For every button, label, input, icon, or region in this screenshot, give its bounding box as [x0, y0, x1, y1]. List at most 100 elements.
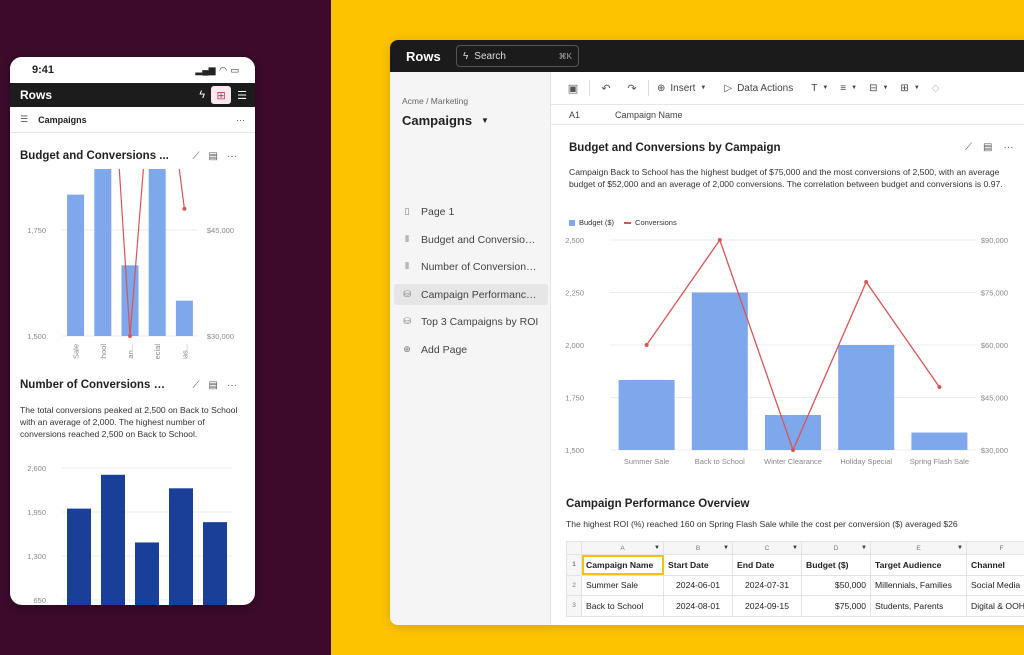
x-tick-label: Spring Flas... — [180, 344, 189, 359]
comment-icon[interactable]: ▤ — [208, 151, 218, 162]
row-number[interactable]: 2 — [566, 574, 582, 596]
corner-cell[interactable] — [566, 541, 582, 555]
border-button[interactable]: ⊞ ▼ — [900, 83, 919, 94]
table-title[interactable]: Campaign Performance Overview — [566, 498, 750, 510]
row-number[interactable]: 1 — [566, 554, 582, 576]
x-tick-label: Summer Sale — [72, 344, 81, 359]
status-time: 9:41 — [32, 64, 55, 76]
chart-title[interactable]: Budget and Conversions by Campaign — [569, 142, 781, 154]
header-cell[interactable]: End Date — [732, 554, 802, 576]
format-button[interactable]: ⊟ ▼ — [869, 83, 888, 94]
breadcrumb[interactable]: Acme / Marketing — [402, 96, 469, 106]
formula-bar[interactable]: A1 Campaign Name — [551, 105, 1024, 125]
undo-icon[interactable]: ↶ — [601, 82, 611, 95]
column-header-f[interactable]: F — [966, 541, 1024, 555]
header-cell[interactable]: Channel — [966, 554, 1024, 576]
table-cell[interactable]: $75,000 — [801, 595, 871, 617]
chart-description: Campaign Back to School has the highest … — [569, 167, 1003, 189]
bar — [135, 542, 159, 605]
page-icon: ▯ — [404, 206, 410, 216]
search-label: Search — [474, 50, 506, 62]
header-cell[interactable]: Campaign Name — [581, 554, 664, 576]
bar — [911, 432, 968, 450]
y-right-tick-label: $45,000 — [981, 394, 1008, 403]
gift-icon[interactable]: ⊞ — [211, 86, 232, 104]
column-header-b[interactable]: B ▼ — [663, 541, 733, 555]
insert-button[interactable]: ⊕ Insert ▼ — [657, 83, 706, 94]
header-cell[interactable]: Start Date — [663, 554, 733, 576]
header-cell[interactable]: Budget ($) — [801, 554, 871, 576]
bar — [691, 292, 748, 450]
table-cell[interactable]: Summer Sale — [581, 574, 664, 596]
data-actions-button[interactable]: ▷ Data Actions — [724, 83, 793, 94]
mobile-chart2-title[interactable]: Number of Conversions b... — [20, 379, 170, 391]
sidebar-item-performance-overview[interactable]: ⛁ Campaign Performance Overview — [394, 284, 548, 305]
search-input[interactable]: ϟ Search ⌘K — [456, 45, 579, 67]
chevron-down-icon[interactable]: ▼ — [481, 116, 489, 125]
table-cell[interactable]: 2024-06-01 — [663, 574, 733, 596]
sidebar-item-budget-chart[interactable]: ⫴ Budget and Conversions by Campaign — [394, 229, 548, 250]
text-format-button[interactable]: T ▼ — [811, 83, 828, 94]
column-header-e[interactable]: E ▼ — [870, 541, 967, 555]
chevron-down-icon: ▼ — [882, 85, 889, 91]
more-options-icon[interactable]: ··· — [227, 380, 237, 391]
more-options-icon[interactable]: ··· — [227, 151, 237, 162]
table-cell[interactable]: Digital & OOH — [966, 595, 1024, 617]
sidebar-toggle-icon[interactable]: ▣ — [567, 82, 579, 95]
page-title[interactable]: Campaigns — [402, 113, 473, 128]
mobile-chart1-title[interactable]: Budget and Conversions ... — [20, 150, 169, 162]
y-left-tick-label: 1,500 — [27, 332, 46, 341]
table-icon: ⛁ — [403, 289, 411, 299]
x-tick-label: Winter Clearance — [764, 457, 822, 466]
y-tick-label: 650 — [33, 596, 46, 605]
y-right-tick-label: $30,000 — [981, 446, 1008, 455]
table-cell[interactable]: $50,000 — [801, 574, 871, 596]
table-row: 2 Summer Sale 2024-06-01 2024-07-31 $50,… — [566, 574, 1024, 596]
chart-type-icon[interactable]: ⟋ — [192, 151, 200, 162]
battery-icon: ▭ — [230, 64, 239, 75]
table-icon: ⛁ — [403, 316, 411, 326]
sidebar-item-top-campaigns[interactable]: ⛁ Top 3 Campaigns by ROI — [394, 311, 548, 332]
row-number[interactable]: 3 — [566, 595, 582, 617]
cell-reference[interactable]: A1 — [569, 109, 581, 120]
format-icon: ⊟ — [869, 82, 878, 94]
status-bar: 9:41 ▂▄▆ ◠ ▭ — [10, 57, 255, 83]
table-description: The highest ROI (%) reached 160 on Sprin… — [566, 519, 958, 529]
bar — [175, 300, 193, 336]
table-cell[interactable]: 2024-09-15 — [732, 595, 802, 617]
align-button[interactable]: ≡ ▼ — [840, 83, 857, 94]
sidebar-item-label: Budget and Conversions by Campaign — [421, 233, 541, 246]
sidebar-toggle-icon[interactable]: ☰ — [20, 114, 29, 124]
chart-type-icon[interactable]: ⟋ — [192, 380, 200, 391]
lightning-icon[interactable]: ϟ — [199, 89, 206, 101]
menu-icon[interactable]: ☰ — [237, 89, 247, 102]
eraser-icon: ◇ — [931, 82, 940, 94]
table-cell[interactable]: Back to School — [581, 595, 664, 617]
table-cell[interactable]: 2024-08-01 — [663, 595, 733, 617]
bar — [94, 169, 112, 336]
redo-icon[interactable]: ↷ — [627, 82, 637, 95]
insert-label: Insert — [670, 82, 696, 94]
cell-value[interactable]: Campaign Name — [615, 109, 683, 120]
chevron-down-icon: ▼ — [723, 544, 729, 551]
table-cell[interactable]: 2024-07-31 — [732, 574, 802, 596]
legend-conversions: Conversions — [624, 218, 677, 227]
sidebar-item-label: Number of Conversions by Campaign — [421, 260, 541, 273]
column-header-d[interactable]: D ▼ — [801, 541, 871, 555]
add-page-button[interactable]: ⊕ Add Page — [394, 339, 548, 360]
column-header-a[interactable]: A ▼ — [581, 541, 664, 555]
chart-type-icon[interactable]: ⟋ — [965, 142, 972, 153]
sidebar-item-conversions-chart[interactable]: ⫴ Number of Conversions by Campaign — [394, 256, 548, 277]
table-cell[interactable]: Millennials, Families — [870, 574, 967, 596]
comment-icon[interactable]: ▤ — [983, 142, 993, 153]
more-options-icon[interactable]: ··· — [236, 114, 245, 125]
more-options-icon[interactable]: ··· — [1003, 142, 1014, 153]
conversions-point — [182, 206, 187, 211]
table-cell[interactable]: Social Media — [966, 574, 1024, 596]
column-header-c[interactable]: C ▼ — [732, 541, 802, 555]
sidebar-item-page-1[interactable]: ▯ Page 1 — [394, 201, 548, 222]
comment-icon[interactable]: ▤ — [208, 380, 218, 391]
clear-format-button[interactable]: ◇ — [932, 83, 940, 94]
header-cell[interactable]: Target Audience — [870, 554, 967, 576]
table-cell[interactable]: Students, Parents — [870, 595, 967, 617]
